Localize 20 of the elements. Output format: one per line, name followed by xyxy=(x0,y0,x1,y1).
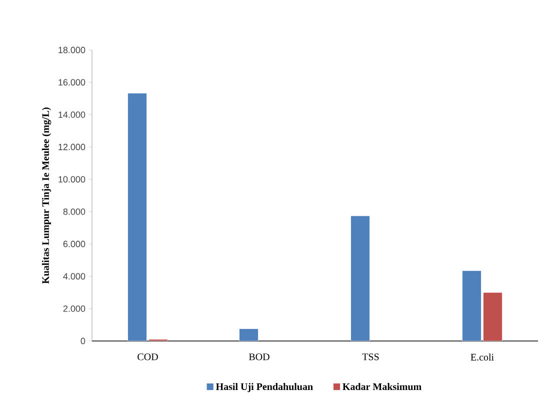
y-tick-label: 0 xyxy=(80,338,86,344)
bar xyxy=(239,328,258,341)
x-tick-label: E.coli xyxy=(470,354,494,361)
y-axis-title: Kualitas Lumpur Tinja Ie Meulee (mg/L) xyxy=(42,108,52,284)
y-tick-label: 4.000 xyxy=(63,273,86,280)
x-tick-label: BOD xyxy=(248,354,270,360)
y-tick-label: 8.000 xyxy=(63,208,86,215)
x-tick-label: COD xyxy=(138,354,158,360)
y-tick-label: 6.000 xyxy=(63,240,86,248)
y-tick-label: 10.000 xyxy=(58,176,86,183)
bar xyxy=(483,292,502,341)
y-tick-label: 18.000 xyxy=(58,46,86,54)
y-tick-label: 14.000 xyxy=(58,111,86,118)
y-tick-label: 12.000 xyxy=(58,144,86,150)
x-tick-label: TSS xyxy=(362,354,379,360)
bar xyxy=(350,216,370,341)
y-tick-label: 2.000 xyxy=(63,305,86,312)
legend-label: Hasil Uji Pendahuluan xyxy=(216,383,313,392)
y-tick-label: 16.000 xyxy=(58,79,86,86)
legend-label: Kadar Maksimum xyxy=(342,383,422,390)
